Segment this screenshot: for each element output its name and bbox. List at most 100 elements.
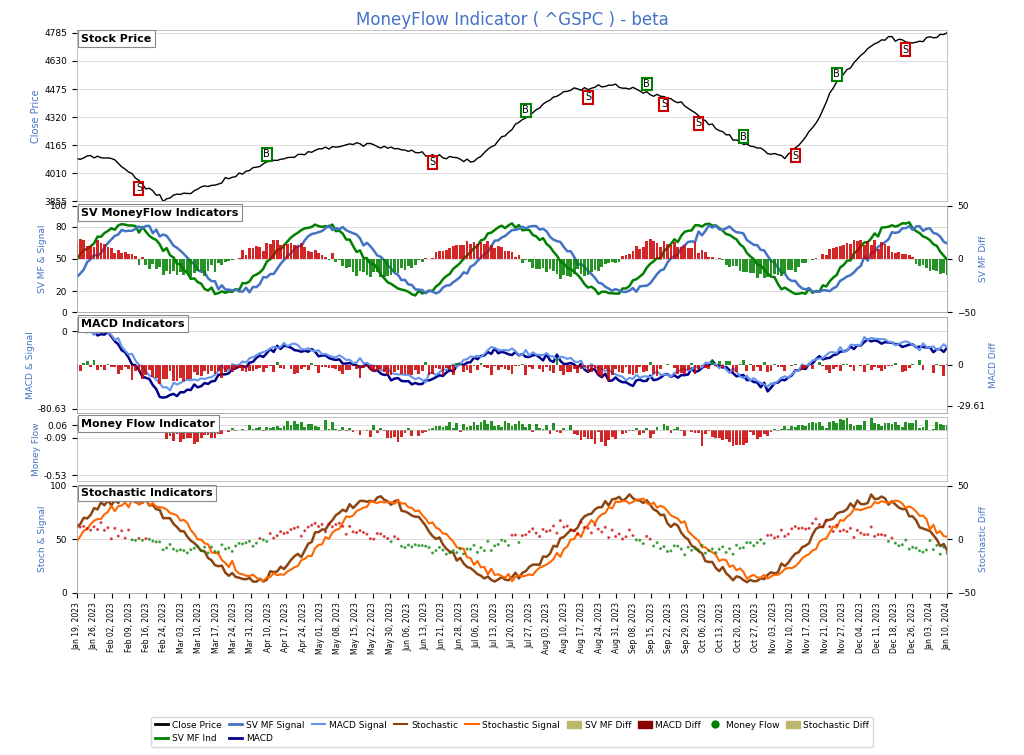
- Bar: [622, 256, 624, 259]
- Point: [939, 547, 955, 559]
- Bar: [562, 428, 565, 430]
- Bar: [738, 259, 741, 271]
- Y-axis label: Money Flow: Money Flow: [32, 423, 41, 476]
- Point: [131, 532, 147, 544]
- Bar: [745, 430, 749, 443]
- Bar: [421, 365, 424, 371]
- Point: [338, 528, 354, 541]
- Bar: [863, 365, 865, 372]
- Point: [486, 540, 503, 552]
- Bar: [283, 245, 286, 259]
- Bar: [479, 242, 482, 259]
- Bar: [725, 361, 727, 365]
- Bar: [479, 363, 482, 365]
- Bar: [680, 247, 683, 259]
- Bar: [172, 430, 175, 442]
- Point: [808, 513, 824, 525]
- Bar: [197, 365, 199, 374]
- Bar: [673, 242, 676, 259]
- Bar: [379, 365, 382, 369]
- Bar: [572, 365, 575, 369]
- Bar: [411, 430, 414, 436]
- Bar: [614, 259, 617, 263]
- Bar: [693, 365, 696, 374]
- Bar: [217, 430, 220, 434]
- Bar: [773, 259, 776, 273]
- Point: [856, 528, 872, 541]
- Point: [504, 529, 520, 541]
- Point: [328, 519, 344, 531]
- Bar: [494, 248, 496, 259]
- Point: [891, 540, 907, 552]
- Bar: [753, 430, 755, 435]
- Bar: [89, 418, 92, 430]
- Point: [380, 532, 396, 544]
- Bar: [825, 427, 827, 430]
- Point: [255, 534, 271, 546]
- Point: [476, 544, 493, 556]
- Bar: [642, 430, 645, 433]
- Bar: [175, 430, 178, 434]
- Bar: [96, 365, 99, 370]
- Point: [137, 532, 154, 544]
- Bar: [131, 365, 133, 380]
- Bar: [386, 259, 389, 276]
- Bar: [728, 430, 731, 442]
- Point: [383, 536, 399, 548]
- Bar: [749, 259, 752, 273]
- Point: [556, 521, 572, 533]
- Point: [708, 547, 724, 559]
- Bar: [103, 427, 105, 430]
- Point: [911, 545, 928, 557]
- Point: [411, 540, 427, 552]
- Bar: [386, 365, 389, 374]
- Bar: [438, 426, 441, 430]
- Bar: [939, 259, 942, 274]
- Bar: [124, 252, 127, 259]
- Bar: [501, 247, 503, 259]
- Point: [204, 541, 220, 553]
- Bar: [649, 239, 651, 259]
- Bar: [252, 365, 254, 371]
- Bar: [286, 245, 289, 259]
- Text: B: B: [740, 131, 746, 142]
- Bar: [214, 365, 216, 374]
- Bar: [483, 365, 485, 367]
- Point: [82, 524, 98, 536]
- Bar: [749, 364, 752, 365]
- Bar: [700, 430, 703, 446]
- Bar: [325, 365, 327, 367]
- Bar: [258, 365, 261, 368]
- Bar: [351, 365, 354, 366]
- Bar: [230, 259, 233, 260]
- Bar: [801, 425, 804, 430]
- Bar: [121, 253, 123, 259]
- Bar: [718, 362, 721, 365]
- Bar: [645, 428, 648, 430]
- Bar: [735, 259, 738, 266]
- Text: MoneyFlow Indicator ( ^GSPC ) - beta: MoneyFlow Indicator ( ^GSPC ) - beta: [355, 11, 669, 29]
- Point: [207, 545, 223, 557]
- Text: S: S: [660, 100, 667, 109]
- Point: [259, 535, 275, 547]
- Bar: [162, 365, 165, 380]
- Bar: [939, 424, 942, 430]
- Point: [922, 535, 938, 547]
- Bar: [93, 359, 95, 365]
- Bar: [711, 360, 714, 365]
- Bar: [504, 251, 507, 259]
- Bar: [459, 245, 462, 259]
- Bar: [549, 259, 551, 269]
- Point: [414, 540, 430, 552]
- Bar: [456, 245, 458, 259]
- Bar: [517, 421, 520, 430]
- Bar: [542, 429, 545, 430]
- Point: [760, 529, 776, 541]
- Bar: [677, 427, 679, 430]
- Point: [863, 521, 880, 533]
- Bar: [600, 259, 603, 267]
- Bar: [919, 427, 921, 430]
- Point: [456, 548, 472, 560]
- Point: [449, 547, 465, 559]
- Bar: [572, 259, 575, 274]
